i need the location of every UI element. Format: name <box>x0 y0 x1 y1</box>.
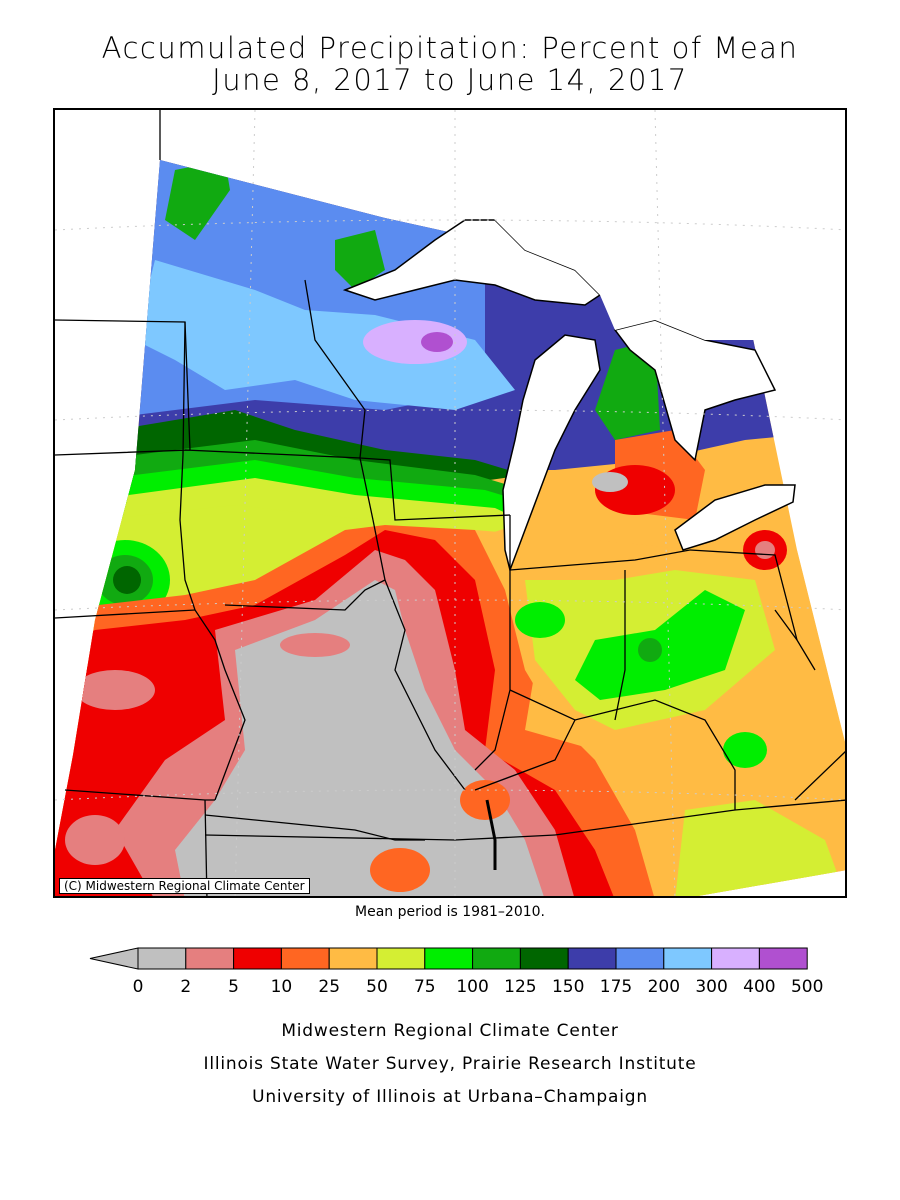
map-date-range: June 8, 2017 to June 14, 2017 <box>212 63 688 97</box>
field-5-ks <box>65 815 125 865</box>
canada-area <box>175 110 845 340</box>
map-canvas <box>55 110 845 896</box>
field-125-oh <box>638 638 662 662</box>
graticule <box>55 110 845 896</box>
field-125-upper <box>335 230 385 290</box>
field-5-pa <box>755 541 775 559</box>
border-va <box>794 751 845 801</box>
legend-swatch <box>233 947 282 970</box>
field-2-mi <box>592 472 628 492</box>
legend-tick-label: 175 <box>600 977 632 997</box>
legend-tick-label: 150 <box>552 977 584 997</box>
legend-tick-label: 125 <box>504 977 536 997</box>
field-400-area <box>363 320 467 364</box>
border-mo-il <box>384 579 466 791</box>
map-title: Accumulated Precipitation: Percent of Me… <box>101 31 799 65</box>
mean-period-note: Mean period is 1981–2010. <box>355 904 545 920</box>
border-ks-ok <box>204 814 425 841</box>
color-legend: 0 2 5 10 25 50 75 100 125 150 175 200 300 400 500 <box>89 947 824 997</box>
field-5-ia <box>280 633 350 657</box>
legend-tick-label: 50 <box>366 977 388 997</box>
border-in-oh <box>614 570 626 721</box>
copyright-label: (C) Midwestern Regional Climate Center <box>59 878 310 894</box>
legend-tick-label: 25 <box>318 977 340 997</box>
legend-tick-label: 75 <box>414 977 436 997</box>
field-125-nw <box>165 160 230 240</box>
legend-swatch <box>472 947 521 970</box>
state-borders <box>55 110 845 896</box>
legend-tick-label: 400 <box>743 977 775 997</box>
field-25-ar <box>370 848 430 892</box>
legend-tick-label: 200 <box>648 977 680 997</box>
field-100-in <box>515 602 565 638</box>
border-ky-west <box>474 719 576 791</box>
border-ia-mo <box>224 519 386 611</box>
legend-swatch <box>615 947 665 970</box>
legend-swatch <box>711 947 760 970</box>
legend-swatch <box>280 947 330 970</box>
border-oh-pa <box>689 549 798 641</box>
border-pa-wv <box>774 609 816 671</box>
legend-swatch <box>519 947 569 970</box>
legend-swatch <box>663 947 713 970</box>
border-nd-sd <box>55 319 191 456</box>
great-lakes <box>175 110 845 573</box>
legend-swatch <box>567 947 617 970</box>
field-125-mi <box>595 340 660 440</box>
footer-survey: Illinois State Water Survey, Prairie Res… <box>203 1054 697 1074</box>
legend-tick-label: 5 <box>228 977 239 997</box>
legend-tick-label: 500 <box>791 977 823 997</box>
legend-tick-label: 10 <box>271 977 293 997</box>
legend-swatch <box>758 947 808 970</box>
legend-tick-label: 300 <box>695 977 727 997</box>
legend-swatch <box>328 947 378 970</box>
field-300-area <box>135 260 515 410</box>
legend-swatch <box>376 947 426 970</box>
field-5-ne <box>75 670 155 710</box>
border-mn-wi <box>304 279 366 459</box>
field-2-sw <box>175 580 545 896</box>
legend-swatch <box>424 947 474 970</box>
border-mississippi-south <box>485 799 497 870</box>
field-75-se <box>675 800 845 896</box>
field-400-west <box>87 333 143 357</box>
lake-erie <box>674 484 796 551</box>
field-150-sd <box>113 566 141 594</box>
legend-tick-labels: 0 2 5 10 25 50 75 100 125 150 175 200 300 400 500 <box>133 977 824 997</box>
legend-swatches <box>89 947 808 970</box>
border-in-mi <box>509 549 691 571</box>
border-tn-ky <box>554 799 845 836</box>
lake-michigan <box>502 334 601 573</box>
border-wi-il <box>359 457 511 521</box>
border-sd-ne <box>55 609 196 619</box>
legend-tick-label: 100 <box>456 977 488 997</box>
legend-tick-label: 0 <box>133 977 144 997</box>
legend-swatch <box>137 947 187 970</box>
legend-swatch <box>185 947 235 970</box>
field-100-wv <box>723 732 767 768</box>
legend-below-range-arrow <box>89 947 139 970</box>
footer-org: Midwestern Regional Climate Center <box>281 1021 619 1041</box>
legend-tick-label: 2 <box>180 977 191 997</box>
field-500-area <box>421 332 453 352</box>
precipitation-map: (C) Midwestern Regional Climate Center <box>53 108 847 898</box>
footer-university: University of Illinois at Urbana–Champai… <box>252 1087 648 1107</box>
